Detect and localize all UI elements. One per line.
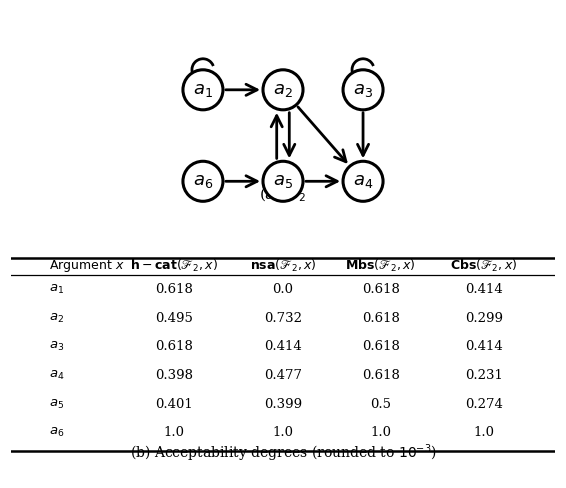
Circle shape (263, 70, 303, 110)
Text: 0.618: 0.618 (362, 369, 400, 382)
Text: $a_3$: $a_3$ (353, 81, 373, 99)
Text: 0.299: 0.299 (465, 312, 503, 325)
Circle shape (183, 161, 223, 201)
Text: 0.414: 0.414 (465, 283, 503, 296)
Text: $a_4$: $a_4$ (49, 369, 65, 382)
Text: $\mathbf{h}-\mathbf{cat}(\mathscr{F}_2,x)$: $\mathbf{h}-\mathbf{cat}(\mathscr{F}_2,x… (130, 258, 218, 274)
Text: 0.414: 0.414 (264, 340, 302, 353)
Text: 0.732: 0.732 (264, 312, 302, 325)
Text: 0.5: 0.5 (370, 398, 391, 411)
Text: 1.0: 1.0 (474, 427, 495, 439)
Text: 0.618: 0.618 (156, 283, 193, 296)
Text: $a_3$: $a_3$ (49, 340, 65, 353)
Text: 0.399: 0.399 (264, 398, 302, 411)
Text: 0.274: 0.274 (465, 398, 503, 411)
Text: $a_5$: $a_5$ (273, 172, 293, 190)
Text: (b) Acceptability degrees (rounded to $10^{-3}$): (b) Acceptability degrees (rounded to $1… (130, 443, 436, 464)
Text: $\mathbf{Cbs}(\mathscr{F}_2,x)$: $\mathbf{Cbs}(\mathscr{F}_2,x)$ (451, 258, 518, 274)
Text: 0.618: 0.618 (156, 340, 193, 353)
Circle shape (343, 161, 383, 201)
Text: $a_1$: $a_1$ (49, 283, 65, 296)
Circle shape (183, 70, 223, 110)
Text: $a_2$: $a_2$ (49, 312, 65, 325)
Text: $\mathbf{nsa}(\mathscr{F}_2,x)$: $\mathbf{nsa}(\mathscr{F}_2,x)$ (250, 258, 316, 274)
Text: $a_2$: $a_2$ (273, 81, 293, 99)
Text: 0.0: 0.0 (272, 283, 294, 296)
Text: 0.618: 0.618 (362, 283, 400, 296)
Text: 0.398: 0.398 (155, 369, 194, 382)
Text: $a_4$: $a_4$ (353, 172, 373, 190)
Text: 0.401: 0.401 (156, 398, 193, 411)
Text: 0.618: 0.618 (362, 340, 400, 353)
Text: 1.0: 1.0 (272, 427, 294, 439)
Circle shape (343, 70, 383, 110)
Text: $\mathbf{Mbs}(\mathscr{F}_2,x)$: $\mathbf{Mbs}(\mathscr{F}_2,x)$ (345, 258, 416, 274)
Text: 1.0: 1.0 (370, 427, 391, 439)
Text: $a_6$: $a_6$ (49, 427, 65, 439)
Circle shape (263, 161, 303, 201)
Text: 0.414: 0.414 (465, 340, 503, 353)
Text: 0.477: 0.477 (264, 369, 302, 382)
Text: $a_6$: $a_6$ (193, 172, 213, 190)
Text: $a_5$: $a_5$ (49, 398, 65, 411)
Text: $a_1$: $a_1$ (193, 81, 213, 99)
Text: (a) $\mathscr{F}_2$: (a) $\mathscr{F}_2$ (259, 186, 307, 204)
Text: 1.0: 1.0 (164, 427, 185, 439)
Text: Argument $x$: Argument $x$ (49, 258, 125, 274)
Text: 0.231: 0.231 (465, 369, 503, 382)
Text: 0.495: 0.495 (156, 312, 193, 325)
Text: 0.618: 0.618 (362, 312, 400, 325)
